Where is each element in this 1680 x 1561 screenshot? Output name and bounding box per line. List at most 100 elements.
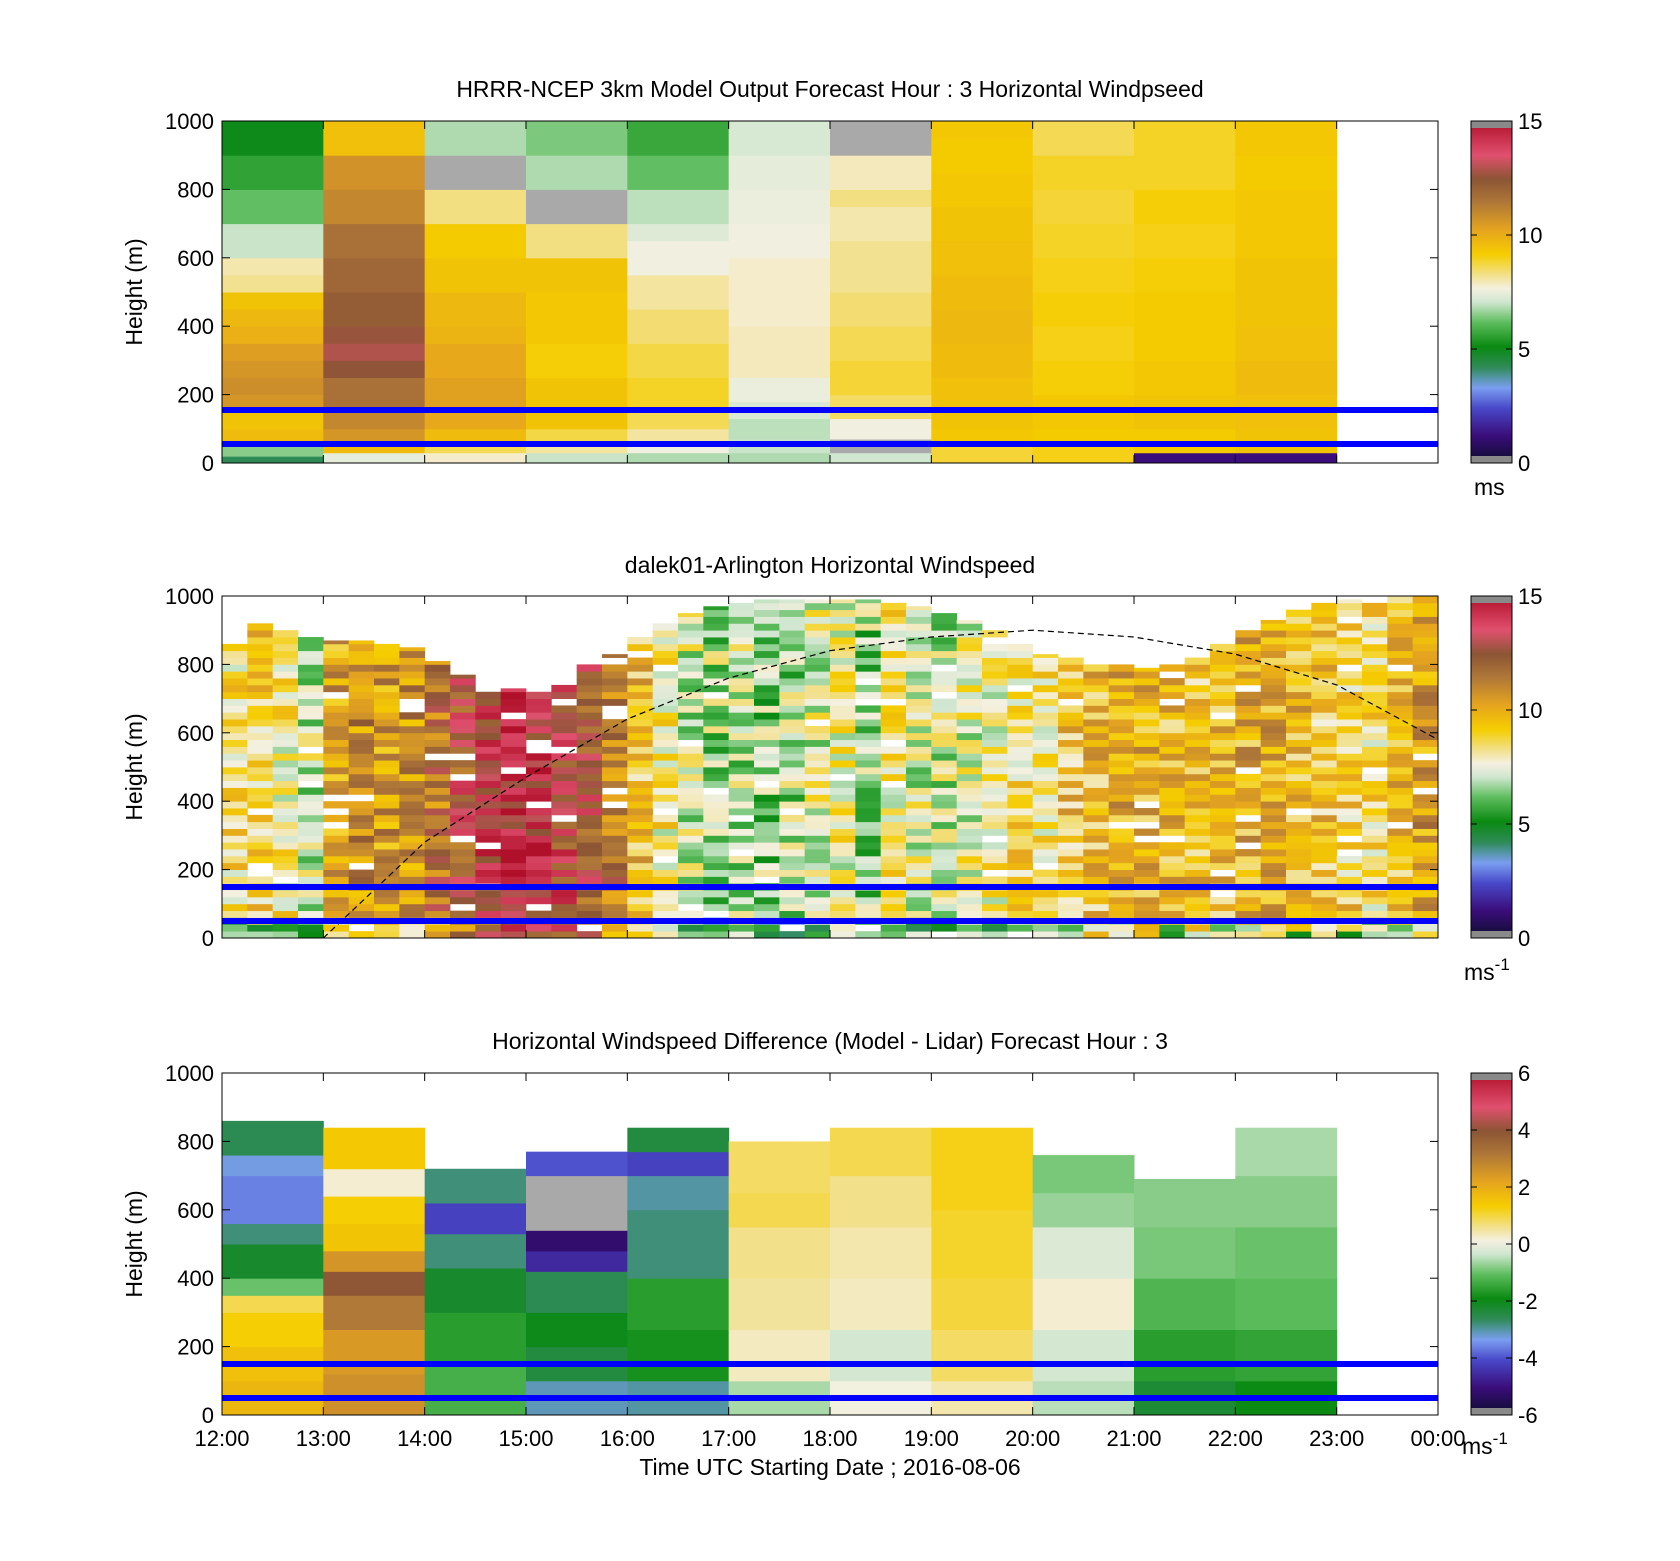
heatmap-cell [880, 732, 907, 741]
heatmap-cell [1260, 931, 1287, 938]
heatmap-cell [906, 821, 932, 829]
heatmap-cell [1387, 890, 1414, 898]
heatmap-cell [830, 794, 856, 802]
heatmap-cell [1007, 821, 1034, 829]
heatmap-cell [1007, 869, 1034, 877]
heatmap-cell [602, 910, 628, 918]
heatmap-cell [1108, 910, 1135, 918]
colorbar-tick-label: 5 [1518, 337, 1530, 362]
heatmap-cell [450, 924, 476, 932]
heatmap-cell [475, 705, 502, 713]
heatmap-cell [1058, 725, 1084, 734]
heatmap-cell [880, 650, 907, 658]
heatmap-cell [1362, 842, 1388, 850]
heatmap-cell [1108, 698, 1135, 706]
heatmap-cell [1286, 705, 1312, 713]
heatmap-cell [1184, 739, 1211, 747]
heatmap-cell [1134, 326, 1236, 361]
heatmap-cell [931, 814, 958, 823]
heatmap-cell [1260, 705, 1287, 713]
heatmap-cell [1032, 664, 1059, 672]
heatmap-cell [222, 794, 248, 802]
heatmap-cell [1184, 773, 1211, 782]
heatmap-cell [1032, 739, 1059, 747]
heatmap-cell [1362, 787, 1388, 795]
heatmap-cell [678, 623, 704, 631]
heatmap-cell [1336, 746, 1363, 754]
heatmap-cell [1387, 849, 1414, 857]
xtick-label: 00:00 [1410, 1426, 1465, 1451]
heatmap-cell [247, 801, 274, 809]
heatmap-cell [1108, 753, 1135, 761]
heatmap-cell [627, 1151, 730, 1177]
heatmap-cell [1235, 835, 1262, 843]
heatmap-cell [956, 890, 983, 898]
heatmap-cell [222, 739, 248, 747]
heatmap-cell [627, 637, 654, 645]
heatmap-cell [627, 842, 654, 850]
heatmap-cell [982, 849, 1008, 857]
heatmap-cell [272, 630, 299, 638]
heatmap-cell [1108, 671, 1135, 679]
heatmap-cell [222, 767, 248, 775]
ytick-label: 0 [202, 451, 214, 476]
heatmap-cell [754, 842, 780, 850]
heatmap-cell [450, 828, 476, 836]
heatmap-cell [678, 684, 704, 693]
heatmap-cell [1286, 650, 1312, 658]
heatmap-cell [323, 292, 426, 327]
heatmap-cell [1210, 828, 1236, 836]
heatmap-cell [1235, 155, 1338, 190]
heatmap-cell [804, 657, 831, 665]
heatmap-cell [627, 903, 654, 912]
heatmap-cell [830, 616, 856, 624]
heatmap-cell [880, 842, 907, 850]
heatmap-cell [627, 452, 730, 463]
heatmap-cell [1235, 910, 1262, 918]
heatmap-cell [906, 623, 932, 631]
heatmap-cell [1184, 896, 1211, 905]
heatmap-cell [627, 862, 654, 870]
heatmap-cell [272, 855, 299, 864]
heatmap-cell [298, 828, 324, 836]
heatmap-cell [1083, 691, 1110, 699]
heatmap-cell [1286, 814, 1312, 823]
heatmap-cell [272, 650, 299, 658]
heatmap-cell [1387, 725, 1414, 734]
heatmap-cell [1184, 801, 1211, 809]
heatmap-cell [804, 630, 831, 638]
heatmap-cell [272, 698, 299, 706]
heatmap-cell [804, 725, 831, 734]
heatmap-cell [652, 719, 679, 727]
heatmap-cell [855, 890, 882, 898]
heatmap-cell [222, 869, 248, 877]
heatmap-cell [1210, 739, 1236, 747]
heatmap-cell [703, 814, 730, 823]
heatmap-cell [931, 842, 958, 850]
heatmap-cell [1362, 705, 1388, 713]
heatmap-cell [348, 896, 375, 905]
xtick-label: 14:00 [397, 1426, 452, 1451]
heatmap-cell [576, 787, 603, 795]
heatmap-cell [1108, 931, 1135, 938]
heatmap-cell [222, 725, 248, 734]
heatmap-cell [652, 746, 679, 754]
heatmap-cell [956, 623, 983, 631]
heatmap-cell [399, 794, 426, 802]
heatmap-cell [1235, 1278, 1338, 1330]
heatmap-cell [1387, 684, 1414, 693]
heatmap-cell [298, 924, 324, 932]
heatmap-cell [652, 814, 679, 823]
heatmap-cell [424, 862, 451, 870]
heatmap-cell [779, 602, 806, 611]
heatmap-cell [906, 719, 932, 727]
heatmap-cell [627, 712, 654, 720]
heatmap-cell [222, 292, 324, 310]
heatmap-cell [1235, 855, 1262, 864]
heatmap-cell [602, 725, 628, 734]
heatmap-cell [754, 821, 780, 829]
heatmap-cell [272, 821, 299, 829]
heatmap-cell [1387, 876, 1414, 884]
heatmap-cell [272, 828, 299, 836]
